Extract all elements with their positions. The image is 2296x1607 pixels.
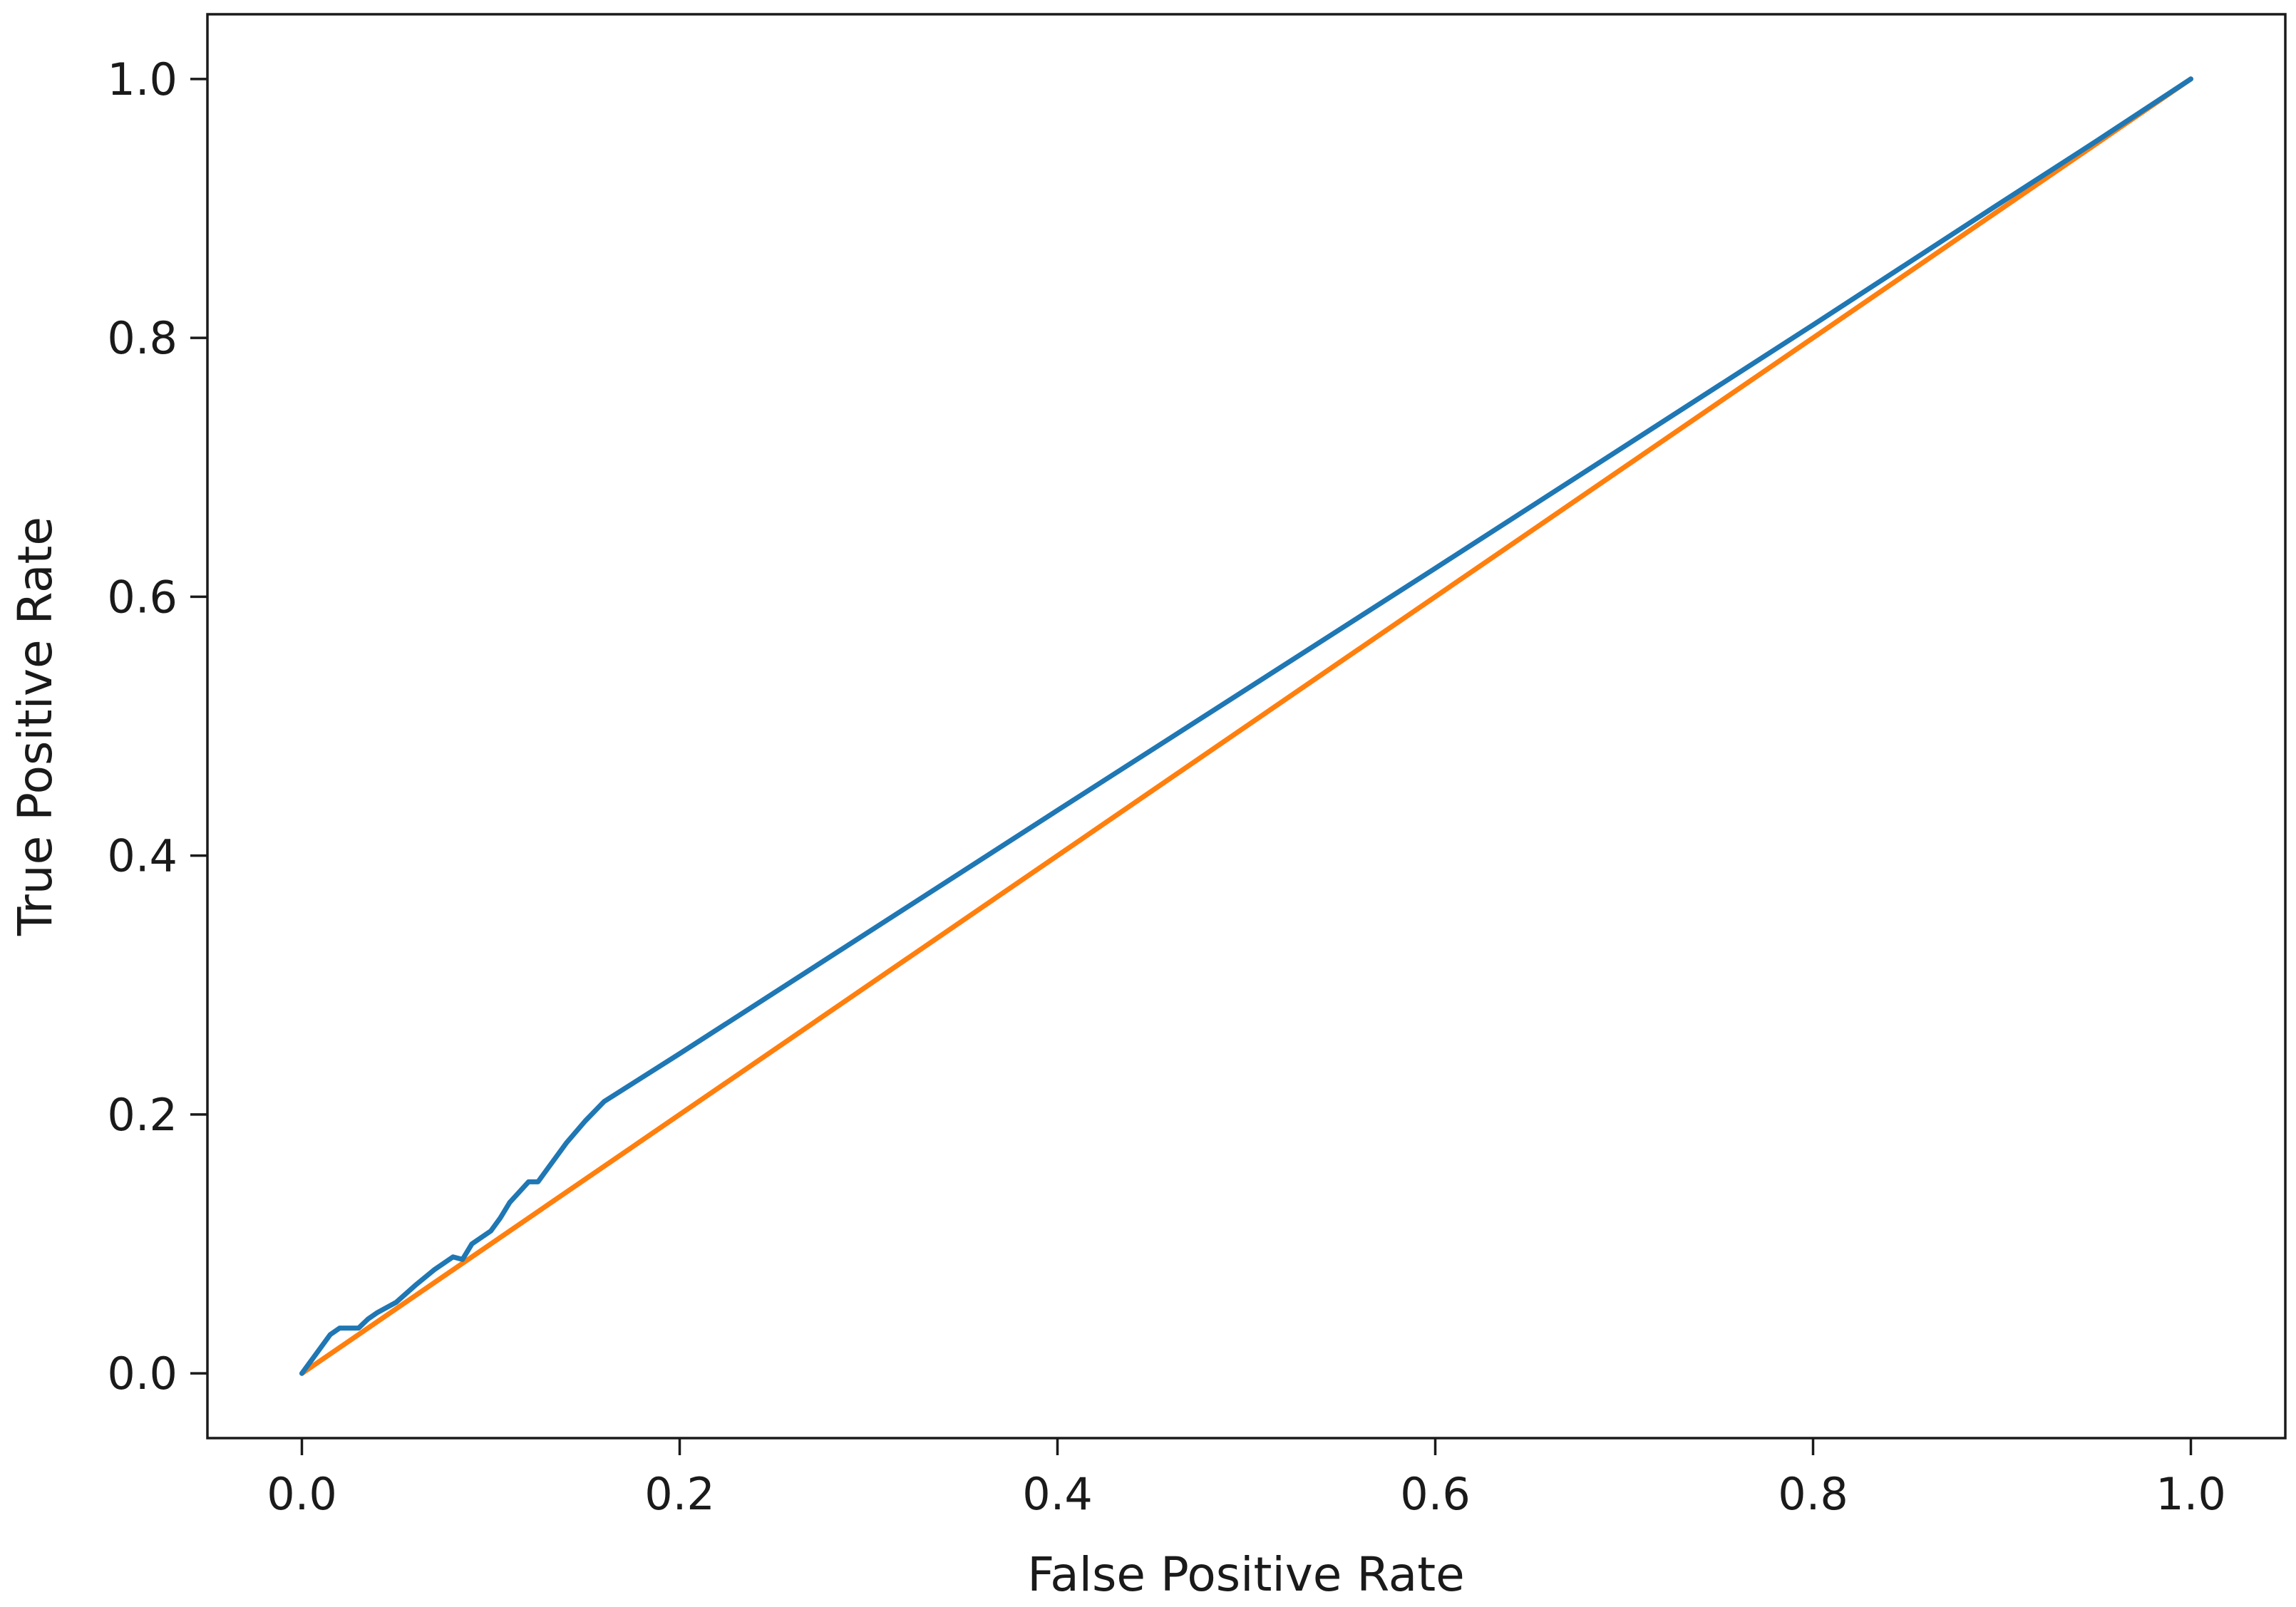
y-axis: 0.0 0.2 0.4 0.6 0.8 1.0 <box>107 53 207 1400</box>
x-axis: 0.0 0.2 0.4 0.6 0.8 1.0 <box>267 1438 2226 1520</box>
y-tick-label: 0.2 <box>107 1089 177 1141</box>
x-tick-label: 0.0 <box>267 1468 337 1520</box>
x-tick-label: 0.8 <box>1778 1468 1848 1520</box>
plot-frame <box>206 13 2287 1440</box>
y-tick-label: 0.0 <box>107 1348 177 1400</box>
y-tick-label: 0.4 <box>107 830 177 882</box>
series-layer <box>299 76 2193 1376</box>
x-tick-label: 1.0 <box>2156 1468 2226 1520</box>
y-tick-label: 0.8 <box>107 312 177 364</box>
y-tick-label: 1.0 <box>107 53 177 105</box>
diagonal-reference-line <box>299 76 2193 1376</box>
y-axis-label: True Positive Rate <box>8 517 63 936</box>
x-tick-label: 0.6 <box>1400 1468 1471 1520</box>
y-tick-label: 0.6 <box>107 571 177 623</box>
roc-curve-line <box>299 76 2193 1376</box>
x-axis-label: False Positive Rate <box>1027 1547 1464 1602</box>
x-tick-label: 0.4 <box>1022 1468 1093 1520</box>
x-tick-label: 0.2 <box>644 1468 715 1520</box>
